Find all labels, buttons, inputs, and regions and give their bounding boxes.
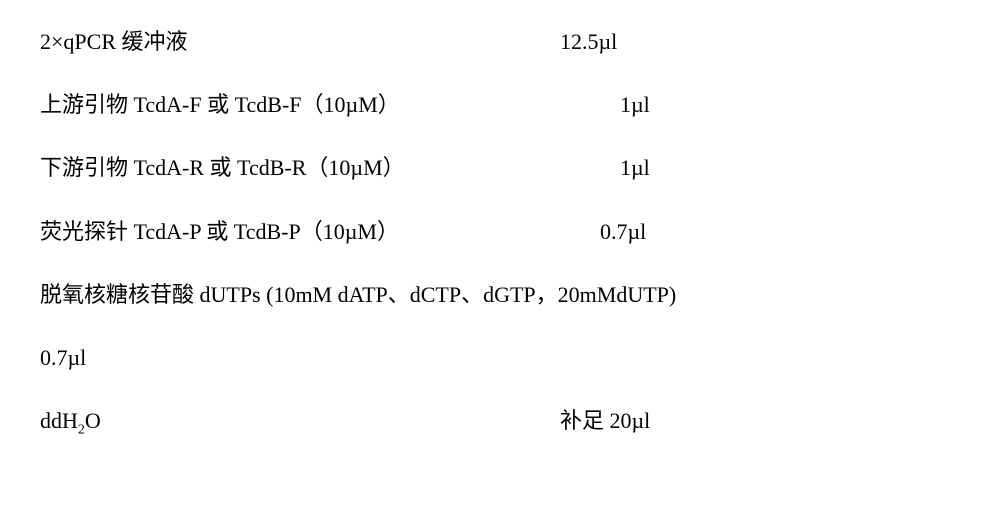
- label-reverse-primer: 下游引物 TcdA-R 或 TcdB-R（10µM）: [40, 150, 620, 185]
- row-ddh2o: ddH2O 补足 20µl: [40, 403, 960, 442]
- label-dutps: 脱氧核糖核苷酸 dUTPs (10mM dATP、dCTP、dGTP，20mMd…: [40, 282, 676, 307]
- value-forward-primer: 1µl: [620, 87, 960, 122]
- label-forward-primer: 上游引物 TcdA-F 或 TcdB-F（10µM）: [40, 87, 620, 122]
- label-ddh2o-sub: 2: [78, 423, 85, 438]
- label-buffer: 2×qPCR 缓冲液: [40, 24, 560, 59]
- value-reverse-primer: 1µl: [620, 150, 960, 185]
- row-reverse-primer: 下游引物 TcdA-R 或 TcdB-R（10µM） 1µl: [40, 150, 960, 185]
- value-ddh2o: 补足 20µl: [560, 403, 960, 442]
- row-probe: 荧光探针 TcdA-P 或 TcdB-P（10µM） 0.7µl: [40, 214, 960, 249]
- value-dutps: 0.7µl: [40, 345, 86, 370]
- label-ddh2o: ddH2O: [40, 403, 560, 442]
- row-buffer: 2×qPCR 缓冲液 12.5µl: [40, 24, 960, 59]
- row-dutps-value: 0.7µl: [40, 340, 960, 375]
- label-ddh2o-suffix: O: [85, 408, 101, 433]
- label-ddh2o-prefix: ddH: [40, 408, 78, 433]
- value-buffer: 12.5µl: [560, 24, 960, 59]
- value-probe: 0.7µl: [600, 214, 960, 249]
- row-dutps-label: 脱氧核糖核苷酸 dUTPs (10mM dATP、dCTP、dGTP，20mMd…: [40, 277, 960, 312]
- label-probe: 荧光探针 TcdA-P 或 TcdB-P（10µM）: [40, 214, 600, 249]
- row-forward-primer: 上游引物 TcdA-F 或 TcdB-F（10µM） 1µl: [40, 87, 960, 122]
